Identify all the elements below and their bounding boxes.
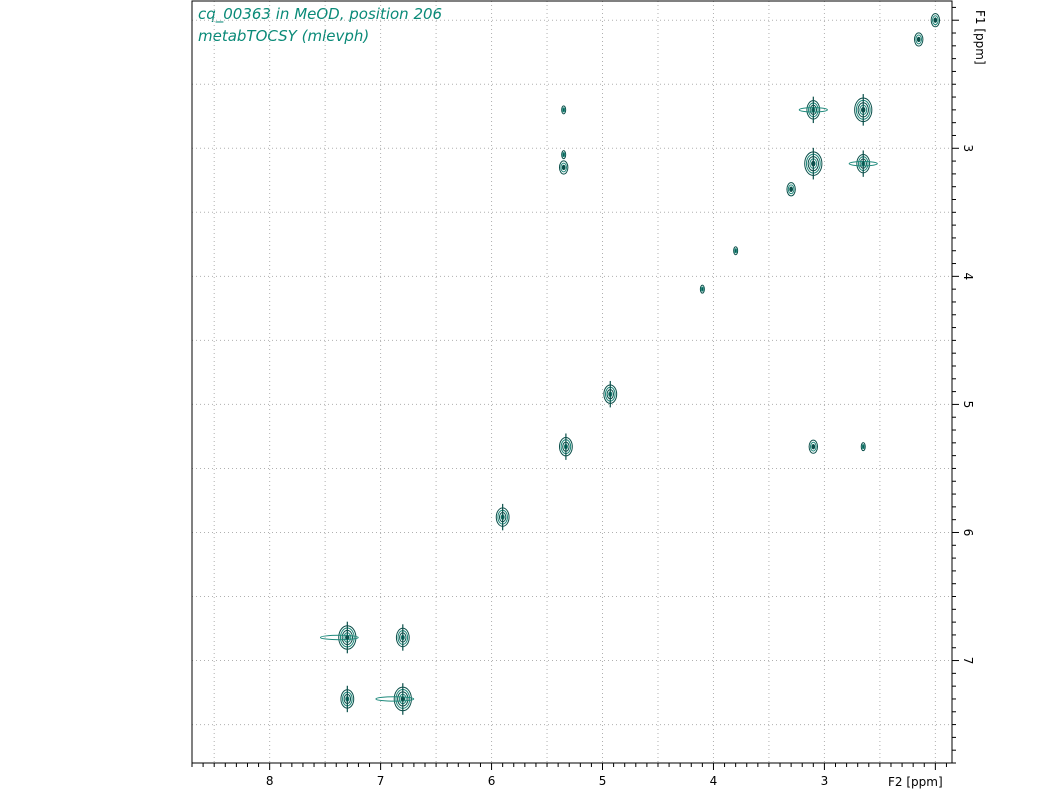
peak-contour <box>786 182 796 197</box>
y-tick-label: 4 <box>961 273 975 281</box>
peak-contour <box>930 13 941 28</box>
y-tick-label: 3 <box>961 144 975 152</box>
x-tick-label: 7 <box>377 774 385 788</box>
y-axis-title: F1 [ppm] <box>973 10 987 65</box>
x-tick-label: 8 <box>266 774 274 788</box>
y-tick-label: 6 <box>961 529 975 537</box>
plot-frame <box>191 0 953 764</box>
x-tick-label: 3 <box>821 774 829 788</box>
chart-title-line-2: metabTOCSY (mlevph) <box>198 27 370 45</box>
peak-contour <box>558 160 569 175</box>
x-tick-label: 5 <box>599 774 607 788</box>
peak-contour <box>319 621 359 654</box>
peak-contour <box>798 96 828 124</box>
peak-contour <box>603 380 618 408</box>
grid-layer <box>192 1 952 763</box>
peak-contour <box>558 433 573 460</box>
peak-contour <box>340 685 355 713</box>
y-tick-label: 7 <box>961 657 975 665</box>
peak-contour <box>375 683 415 715</box>
peak-contour <box>854 94 873 126</box>
peak-contour <box>561 150 567 160</box>
peak-contour <box>860 442 866 452</box>
x-axis-title: F2 [ppm] <box>888 775 943 789</box>
x-tick-label: 4 <box>710 774 718 788</box>
peak-contour <box>808 439 819 454</box>
x-tick-label: 6 <box>488 774 496 788</box>
peak-contour <box>733 246 739 256</box>
peak-contour <box>848 150 878 177</box>
peak-contour <box>699 284 705 294</box>
peaks-layer <box>319 13 941 715</box>
y-tick-label: 5 <box>961 401 975 409</box>
axes-layer: 8 7 6 5 4 3 3 4 5 6 7 <box>191 0 975 788</box>
peak-contour <box>914 32 924 47</box>
peak-contour <box>561 105 567 115</box>
peak-contour <box>804 147 823 180</box>
peak-contour <box>495 503 510 531</box>
peak-contour <box>395 624 410 651</box>
